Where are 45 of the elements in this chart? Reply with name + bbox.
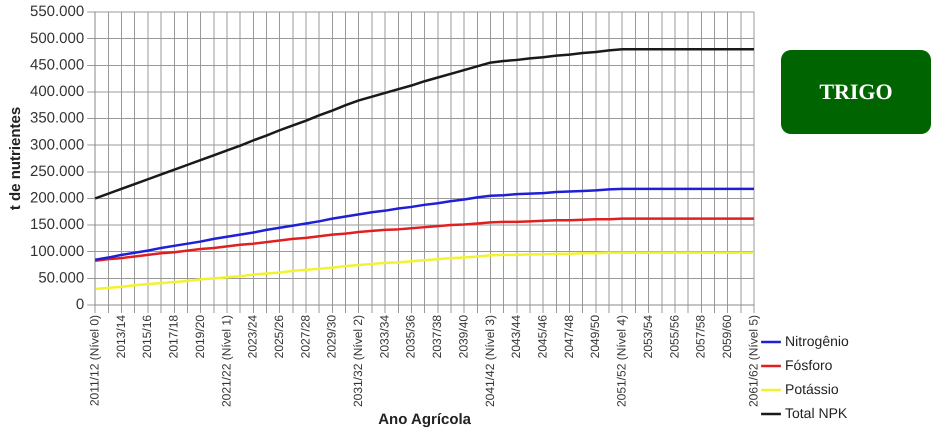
x-axis-title: Ano Agrícola (378, 411, 472, 428)
x-tick-label: 2051/52 (Nível 4) (614, 314, 629, 408)
x-tick-label: 2039/40 (456, 314, 470, 358)
legend-label: Potássio (785, 380, 839, 397)
x-tick-label: 2055/56 (667, 314, 682, 358)
label-box: TRIGO (781, 50, 931, 134)
x-tick-label: 2029/30 (324, 314, 339, 358)
x-tick-label: 2011/12 (Nível 0) (88, 314, 102, 406)
y-tick-label: 150.000 (30, 216, 84, 234)
x-tick-label: 2047/48 (562, 314, 576, 358)
x-tick-label: 2025/26 (272, 314, 286, 358)
x-tick-label: 2043/44 (509, 314, 524, 358)
x-tick-label: 2021/22 (Nível 1) (219, 314, 234, 408)
x-tick-label: 2059/60 (720, 314, 734, 358)
y-tick-label: 300.000 (30, 136, 84, 154)
x-tick-label: 2027/28 (298, 314, 312, 358)
y-axis-title: t de nutrientes (7, 106, 24, 210)
y-tick-label: 250.000 (30, 162, 84, 180)
x-tick-label: 2019/20 (192, 314, 207, 358)
x-tick-label: 2049/50 (588, 314, 602, 358)
x-tick-label: 2035/36 (404, 314, 418, 358)
legend-label: Fósforo (785, 356, 833, 373)
y-tick-label: 100.000 (30, 242, 84, 260)
legend-label: Nitrogênio (785, 332, 850, 349)
x-tick-label: 2033/34 (377, 314, 392, 358)
x-tick-label: 2045/46 (536, 314, 550, 358)
x-tick-label: 2057/58 (694, 314, 708, 358)
x-tick-label: 2061/62 (Nível 5) (746, 314, 760, 408)
y-tick-label: 400.000 (30, 83, 84, 100)
y-tick-label: 200.000 (30, 190, 84, 207)
y-tick-label: 0 (76, 296, 84, 314)
x-tick-label: 2041/42 (Nível 3) (482, 314, 497, 408)
y-tick-label: 500.000 (30, 30, 84, 47)
y-tick-label: 350.000 (30, 110, 84, 127)
x-tick-label: 2013/14 (114, 314, 128, 358)
x-tick-label: 2031/32 (Nível 2) (351, 314, 366, 408)
x-tick-label: 2037/38 (430, 314, 444, 358)
x-tick-label: 2053/54 (640, 314, 655, 358)
x-tick-label: 2015/16 (140, 314, 154, 358)
legend-label: Total NPK (785, 404, 848, 421)
y-tick-label: 50.000 (38, 269, 84, 286)
y-tick-label: 550.000 (30, 3, 84, 20)
x-tick-label: 2023/24 (246, 314, 260, 358)
x-tick-label: 2017/18 (166, 314, 181, 358)
y-tick-label: 450.000 (30, 56, 84, 74)
